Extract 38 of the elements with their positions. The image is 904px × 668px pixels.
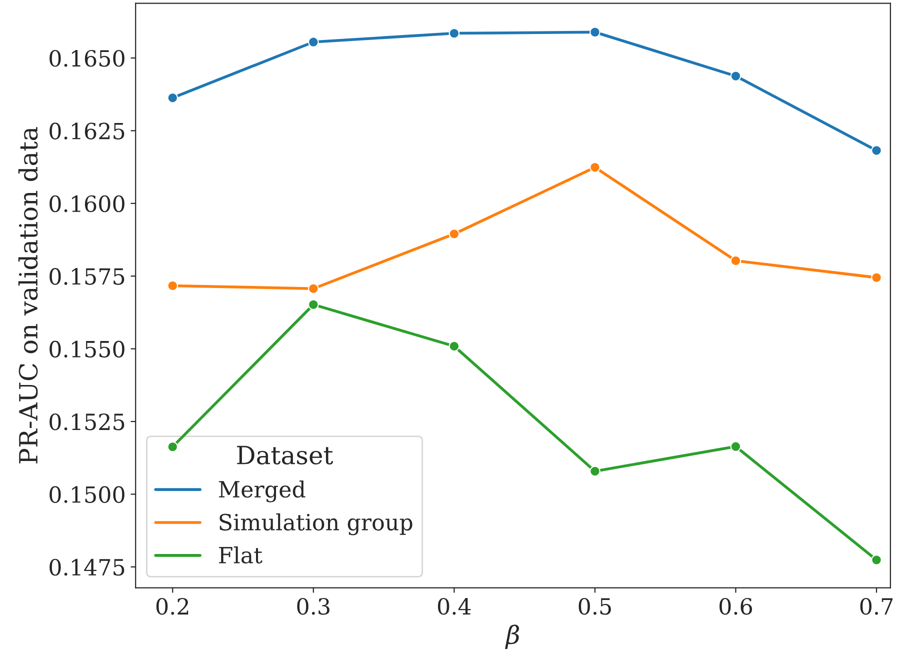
- point: [730, 70, 742, 82]
- point: [730, 441, 742, 452]
- y-tick-label: 0.1525: [50, 413, 124, 430]
- legend-label: Simulation group: [220, 513, 412, 536]
- y-tick-label: 0.1575: [50, 268, 124, 285]
- point: [590, 26, 600, 38]
- point: [308, 283, 319, 294]
- point: [871, 272, 882, 283]
- x-tick-label: 0.2: [156, 598, 188, 615]
- y-tick-label: 0.1600: [50, 195, 124, 212]
- legend-label: Flat: [219, 546, 262, 564]
- x-tick-label: 0.6: [720, 598, 752, 615]
- x-axis-title: β: [505, 624, 520, 649]
- point: [590, 466, 600, 477]
- point: [167, 280, 178, 292]
- y-tick-label: 0.1550: [50, 340, 124, 358]
- x-tick-label: 0.3: [297, 598, 330, 615]
- x-tick-label: 0.4: [438, 598, 471, 615]
- y-tick-label: 0.1500: [50, 486, 124, 503]
- point: [308, 36, 319, 48]
- x-tick-label: 0.7: [860, 598, 893, 615]
- point: [871, 145, 882, 156]
- x-tick-label: 0.5: [578, 598, 611, 615]
- legend-label: Merged: [218, 480, 306, 502]
- point: [448, 228, 460, 240]
- point: [167, 92, 178, 104]
- legend-title: Dataset: [237, 446, 334, 465]
- y-tick-label: 0.1475: [50, 558, 124, 576]
- point: [730, 255, 742, 266]
- y-axis-title: PR-AUC on validation data: [18, 127, 38, 464]
- point: [308, 299, 319, 310]
- point: [167, 441, 178, 452]
- point: [590, 162, 600, 173]
- point: [871, 554, 882, 566]
- y-tick-label: 0.1625: [50, 122, 124, 140]
- point: [448, 28, 460, 39]
- point: [448, 340, 460, 352]
- y-tick-label: 0.1650: [50, 50, 124, 67]
